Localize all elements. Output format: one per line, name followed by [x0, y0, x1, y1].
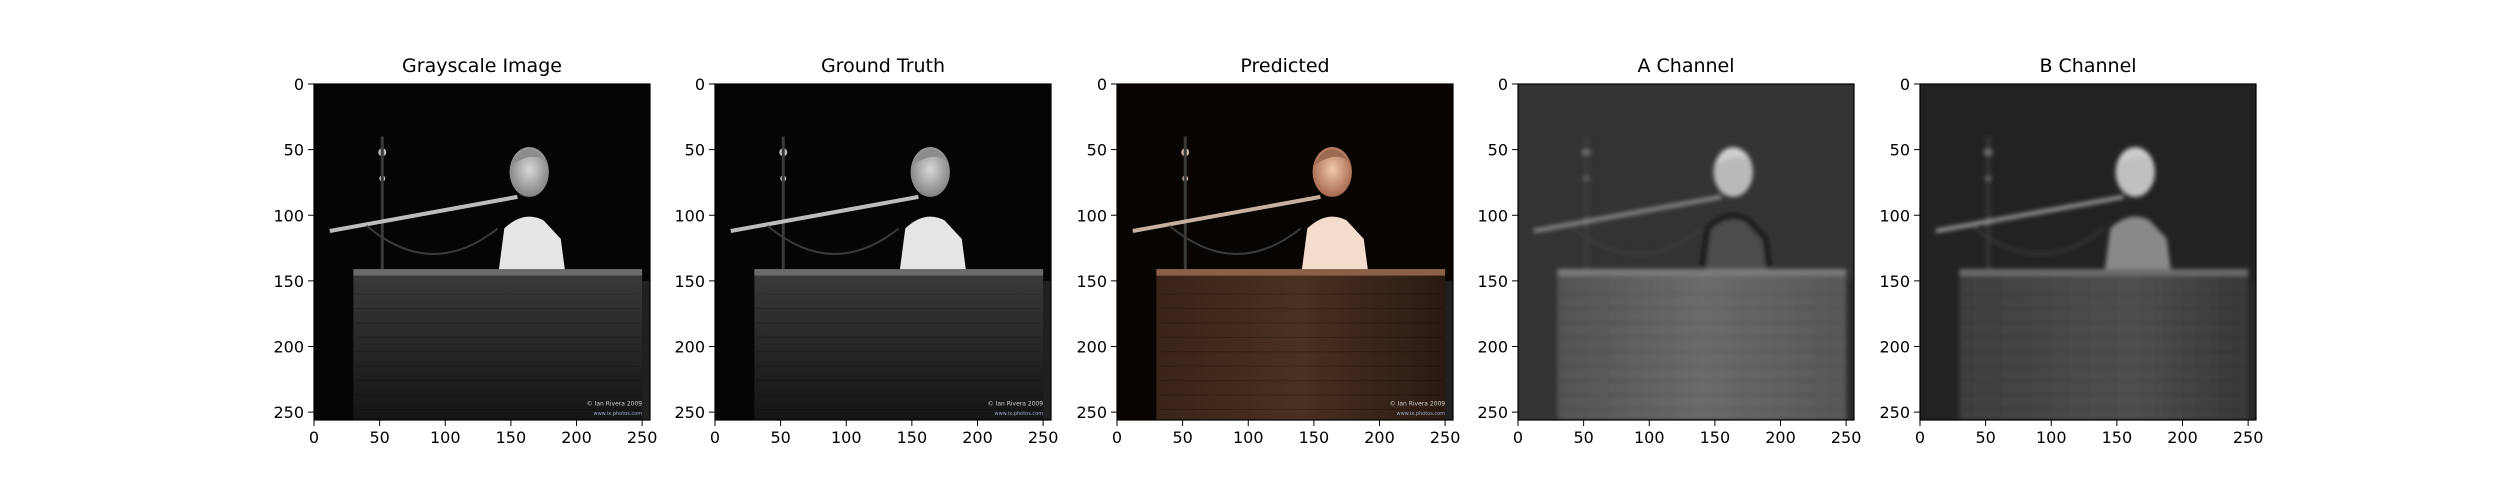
y-tick-label: 150: [1879, 272, 1910, 291]
axes-frame: [313, 83, 651, 421]
x-tick-label: 0: [309, 428, 319, 447]
x-tick-label: 0: [1112, 428, 1122, 447]
x-tick-label: 100: [1634, 428, 1665, 447]
x-tick-label: 150: [496, 428, 527, 447]
panel-image: [1919, 83, 2257, 421]
y-tick-label: 200: [1076, 338, 1107, 357]
x-tick-label: 0: [1513, 428, 1523, 447]
x-tick-label: 150: [2102, 428, 2133, 447]
x-tick-label: 200: [2167, 428, 2198, 447]
y-tick-label: 200: [674, 338, 705, 357]
y-tick-label: 150: [273, 272, 304, 291]
watermark-text: © Ian Rivera 2009: [587, 401, 643, 408]
axes-frame: [1517, 83, 1855, 421]
panel-image: © Ian Rivera 2009 www.ix.photos.com: [1116, 83, 1454, 421]
panel-image: [1517, 83, 1855, 421]
x-tick-label: 200: [1765, 428, 1796, 447]
watermark-text: © Ian Rivera 2009: [988, 401, 1044, 408]
y-tick-label: 0: [1498, 75, 1508, 94]
y-tick-label: 150: [674, 272, 705, 291]
y-tick-label: 150: [1477, 272, 1508, 291]
y-tick-label: 50: [1890, 141, 1910, 160]
watermark-text: © Ian Rivera 2009: [1390, 401, 1446, 408]
x-tick-label: 100: [1233, 428, 1264, 447]
x-tick-label: 250: [1028, 428, 1059, 447]
panel-pred: Predicted © Ian Rivera 2009 www.ix.photos.…: [1076, 55, 1460, 447]
x-tick-label: 50: [1975, 428, 1995, 447]
y-tick-label: 0: [294, 75, 304, 94]
axes-frame: [714, 83, 1052, 421]
y-tick-label: 200: [1879, 338, 1910, 357]
axes-frame: [1116, 83, 1454, 421]
x-tick-label: 100: [2036, 428, 2067, 447]
panel-image: © Ian Rivera 2009 www.ix.photos.com: [714, 83, 1052, 421]
panel-title: Grayscale Image: [402, 55, 562, 77]
y-tick-label: 250: [1477, 403, 1508, 422]
y-tick-label: 250: [1076, 403, 1107, 422]
x-tick-label: 200: [561, 428, 592, 447]
x-tick-label: 0: [1915, 428, 1925, 447]
y-tick-label: 100: [1879, 206, 1910, 225]
x-tick-label: 50: [1172, 428, 1192, 447]
y-tick-label: 250: [1879, 403, 1910, 422]
panel-title: Predicted: [1240, 55, 1329, 77]
y-tick-label: 50: [1488, 141, 1508, 160]
watermark-text: www.ix.photos.com: [593, 411, 642, 417]
x-tick-label: 100: [831, 428, 862, 447]
y-tick-label: 200: [273, 338, 304, 357]
watermark-text: www.ix.photos.com: [1396, 411, 1445, 417]
y-tick-label: 150: [1076, 272, 1107, 291]
x-tick-label: 200: [962, 428, 993, 447]
y-tick-label: 250: [273, 403, 304, 422]
y-tick-label: 50: [685, 141, 705, 160]
panel-gray: Grayscale Image © Ian Rivera 2009 www.ix.p…: [273, 55, 657, 447]
x-tick-label: 50: [770, 428, 790, 447]
panel-truth: Ground Truth © Ian Rivera 2009 www.ix.phot…: [674, 55, 1058, 447]
y-tick-label: 50: [284, 141, 304, 160]
x-tick-label: 250: [627, 428, 658, 447]
watermark-text: www.ix.photos.com: [994, 411, 1043, 417]
axes-frame: [1919, 83, 2257, 421]
x-tick-label: 50: [369, 428, 389, 447]
y-tick-label: 0: [1900, 75, 1910, 94]
y-tick-label: 250: [674, 403, 705, 422]
x-tick-label: 250: [1831, 428, 1862, 447]
panel-a: A Channel 0 50 100 150 200 250 0 50 100 150 200 250: [1477, 55, 1861, 447]
x-tick-label: 250: [2233, 428, 2264, 447]
panel-title: A Channel: [1637, 55, 1734, 77]
y-tick-label: 100: [273, 206, 304, 225]
x-tick-label: 200: [1364, 428, 1395, 447]
panel-b: B Channel 0 50 100 150 200 250 0 50 100 150 200 250: [1879, 55, 2263, 447]
x-tick-label: 150: [1299, 428, 1330, 447]
y-tick-label: 50: [1087, 141, 1107, 160]
y-tick-label: 100: [1076, 206, 1107, 225]
x-tick-label: 100: [430, 428, 461, 447]
x-tick-label: 0: [710, 428, 720, 447]
panel-image: © Ian Rivera 2009 www.ix.photos.com: [313, 83, 651, 421]
y-tick-label: 100: [674, 206, 705, 225]
x-tick-label: 50: [1573, 428, 1593, 447]
x-tick-label: 150: [1700, 428, 1731, 447]
y-tick-label: 200: [1477, 338, 1508, 357]
x-tick-label: 250: [1430, 428, 1461, 447]
y-tick-label: 0: [1097, 75, 1107, 94]
y-tick-label: 0: [695, 75, 705, 94]
y-tick-label: 100: [1477, 206, 1508, 225]
panel-title: Ground Truth: [821, 55, 945, 77]
x-tick-label: 150: [897, 428, 928, 447]
panel-title: B Channel: [2039, 55, 2136, 77]
